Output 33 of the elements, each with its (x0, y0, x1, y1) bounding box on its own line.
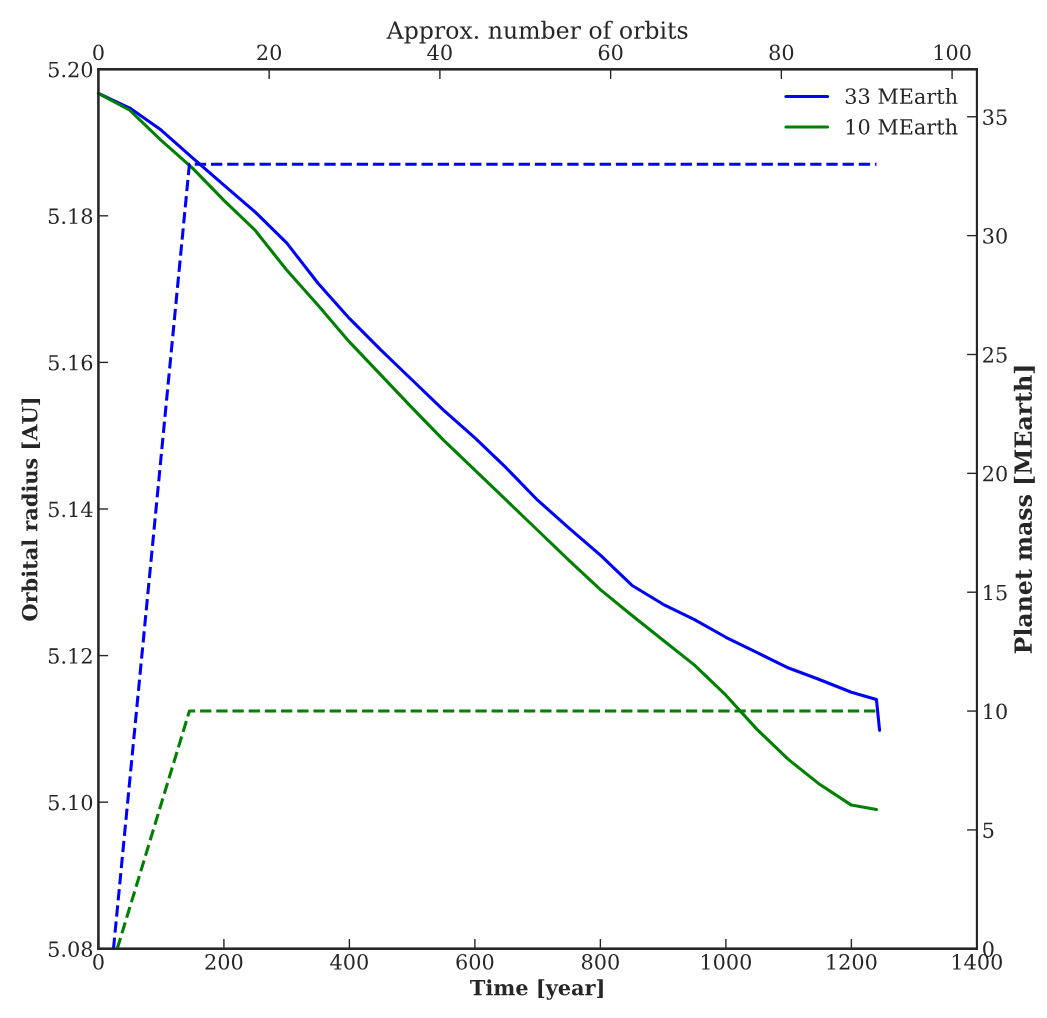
legend-label: 10 MEarth (846, 118, 958, 135)
x2-axis-title: Approx. number of orbits (386, 20, 688, 44)
y-tick-label: 5.10 (48, 794, 93, 811)
y-tick-label: 5.16 (48, 354, 93, 371)
x-tick-label: 1200 (827, 954, 877, 970)
legend-label: 33 MEarth (845, 87, 958, 105)
x-tick-label: 400 (330, 954, 368, 970)
x-tick-label: 600 (456, 954, 494, 970)
y-tick-label: 5.12 (48, 648, 92, 664)
x2-tick-label: 20 (257, 44, 282, 61)
x2-tick-label: 100 (934, 44, 971, 61)
y2-tick-label: 30 (983, 228, 1007, 244)
y2-tick-label: 35 (983, 109, 1007, 125)
y-axis-title: Orbital radius [AU] (21, 399, 41, 621)
x2-tick-label: 80 (769, 44, 794, 61)
y2-tick-label: 20 (983, 465, 1007, 482)
x2-tick-label: 0 (93, 44, 104, 61)
y2-tick-label: 10 (984, 703, 1007, 720)
y-tick-label: 5.08 (48, 941, 93, 957)
x-tick-label: 200 (205, 954, 243, 970)
y-tick-label: 5.20 (48, 61, 93, 78)
y2-tick-label: 5 (983, 822, 994, 839)
x-tick-label: 800 (581, 954, 619, 970)
x2-tick-label: 60 (598, 44, 623, 61)
y-tick-label: 5.18 (48, 208, 93, 225)
x-axis-title: Time [year] (470, 979, 603, 1000)
y2-tick-label: 25 (983, 346, 1007, 363)
y2-tick-label: 15 (984, 584, 1007, 601)
y-tick-label: 5.14 (48, 501, 93, 518)
x-tick-label: 1000 (701, 954, 751, 970)
y2-axis-title: Planet mass [MEarth] (1013, 366, 1035, 654)
x-tick-label: 0 (93, 954, 104, 970)
x2-tick-label: 40 (427, 44, 452, 61)
